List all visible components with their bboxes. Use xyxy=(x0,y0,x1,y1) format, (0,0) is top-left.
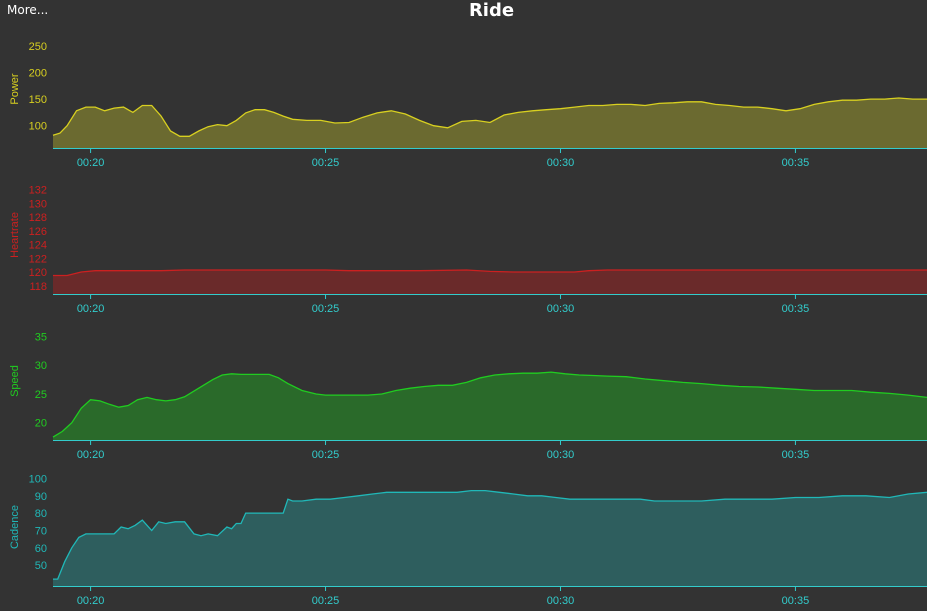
cadence-y-tick-label: 70 xyxy=(35,525,47,537)
speed-x-tick-label: 00:25 xyxy=(312,449,340,461)
speed-y-tick-label: 30 xyxy=(35,360,47,372)
speed-y-tick-label: 25 xyxy=(35,389,47,401)
chart-title: Ride xyxy=(468,0,515,21)
power-x-tick-label: 00:25 xyxy=(312,157,340,169)
cadence-y-tick-label: 80 xyxy=(35,508,47,520)
cadence-y-tick-label: 50 xyxy=(35,560,47,572)
heartrate-y-tick-label: 120 xyxy=(29,267,47,279)
cadence-x-tick-label: 00:25 xyxy=(312,595,340,607)
power-y-tick-label: 150 xyxy=(29,94,47,106)
cadence-x-tick-label: 00:30 xyxy=(547,595,575,607)
speed-series-line xyxy=(52,371,927,438)
heartrate-y-tick-label: 128 xyxy=(29,212,47,224)
speed-x-tick-label: 00:35 xyxy=(782,449,810,461)
cadence-y-axis-label: Cadence xyxy=(9,505,21,549)
power-x-tick-label: 00:35 xyxy=(782,157,810,169)
speed-area xyxy=(53,372,927,440)
cadence-x-tick-label: 00:35 xyxy=(782,595,810,607)
power-x-tick-label: 00:20 xyxy=(77,157,105,169)
cadence-y-tick-label: 60 xyxy=(35,543,47,555)
speed-x-tick-label: 00:30 xyxy=(547,449,575,461)
heartrate-y-axis-label: Heartrate xyxy=(9,212,21,258)
speed-y-tick-label: 20 xyxy=(35,418,47,430)
power-y-tick-label: 100 xyxy=(29,121,47,133)
heartrate-x-tick-label: 00:35 xyxy=(782,303,810,315)
cadence-series-line xyxy=(53,489,927,580)
cadence-y-tick-label: 100 xyxy=(29,473,47,485)
power-y-tick-label: 250 xyxy=(29,41,47,53)
heartrate-x-tick-label: 00:20 xyxy=(77,303,105,315)
more-menu-button[interactable]: More... xyxy=(7,3,49,17)
power-x-tick-label: 00:30 xyxy=(547,157,575,169)
speed-y-axis-label: Speed xyxy=(9,365,21,397)
power-y-tick-label: 200 xyxy=(29,68,47,80)
heartrate-y-tick-label: 126 xyxy=(29,226,47,238)
heartrate-x-tick-label: 00:30 xyxy=(547,303,575,315)
heartrate-y-tick-label: 118 xyxy=(29,281,47,293)
heartrate-y-tick-label: 122 xyxy=(29,253,47,265)
heartrate-x-tick-label: 00:25 xyxy=(312,303,340,315)
cadence-area xyxy=(53,490,927,586)
heartrate-y-tick-label: 124 xyxy=(29,240,47,252)
speed-y-tick-label: 35 xyxy=(35,331,47,343)
heartrate-y-tick-label: 132 xyxy=(29,185,47,197)
power-y-axis-label: Power xyxy=(9,73,21,105)
power-series-line xyxy=(52,97,927,137)
heartrate-area xyxy=(53,270,927,294)
cadence-y-tick-label: 90 xyxy=(35,491,47,503)
heartrate-series-line xyxy=(53,269,927,277)
heartrate-y-tick-label: 130 xyxy=(29,198,47,210)
cadence-x-tick-label: 00:20 xyxy=(77,595,105,607)
speed-x-tick-label: 00:20 xyxy=(77,449,105,461)
